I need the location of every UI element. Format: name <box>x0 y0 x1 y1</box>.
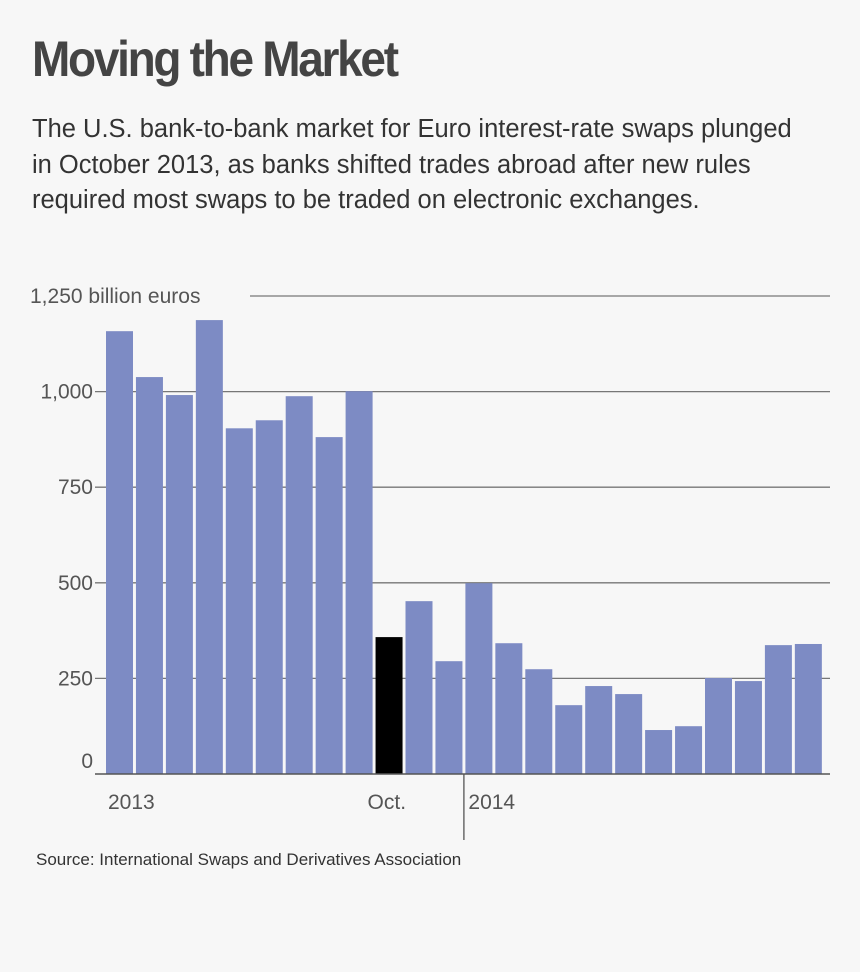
bar <box>705 678 732 774</box>
bar <box>315 437 343 774</box>
bar <box>764 645 792 774</box>
bar <box>465 583 493 774</box>
bar <box>195 320 223 774</box>
bar <box>165 395 193 774</box>
bar <box>255 420 283 774</box>
y-tick-label: 0 <box>81 750 93 773</box>
bar <box>794 643 822 774</box>
chart-title: Moving the Market <box>32 31 399 87</box>
bar <box>645 730 673 774</box>
bar <box>555 705 583 774</box>
y-tick-label: 1,250 billion euros <box>30 285 200 308</box>
source-note: Source: International Swaps and Derivati… <box>36 850 462 869</box>
bar <box>285 396 313 774</box>
y-tick-label: 750 <box>58 476 93 499</box>
bar <box>525 669 553 774</box>
y-tick-label: 1,000 <box>40 381 93 404</box>
bar <box>675 726 703 774</box>
bar <box>435 661 463 774</box>
bar <box>585 686 613 774</box>
chart-subtitle: The U.S. bank-to-bank market for Euro in… <box>32 115 792 214</box>
x-tick-label: 2014 <box>468 791 515 814</box>
x-tick-label: Oct. <box>368 791 407 814</box>
bar <box>345 391 373 774</box>
bar <box>225 428 253 774</box>
bar <box>405 601 433 774</box>
y-tick-label: 500 <box>58 572 93 595</box>
bar <box>734 681 762 774</box>
bar <box>615 694 643 774</box>
x-tick-label: 2013 <box>108 791 155 814</box>
bar <box>135 377 163 774</box>
bar <box>106 331 133 774</box>
bar <box>495 643 523 774</box>
y-tick-label: 250 <box>58 667 93 690</box>
bar <box>375 637 403 774</box>
